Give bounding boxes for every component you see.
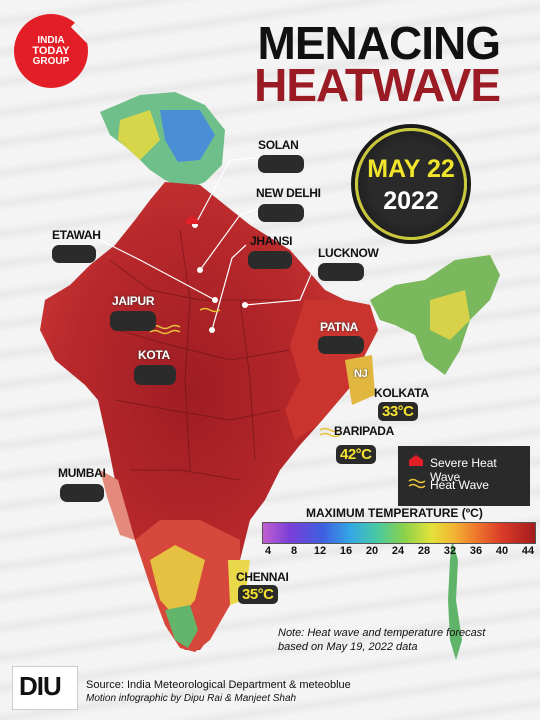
pill-jhansi bbox=[248, 251, 292, 269]
note-line-2: based on May 19, 2022 data bbox=[278, 641, 418, 653]
source-text: Source: India Meteorological Department … bbox=[86, 679, 351, 691]
lucknow-leader bbox=[244, 257, 319, 306]
scale-tick: 8 bbox=[290, 545, 298, 557]
pill-etawah bbox=[52, 245, 96, 263]
temp-baripada: 42°C bbox=[336, 445, 376, 464]
india-today-logo: INDIA TODAY GROUP bbox=[14, 14, 88, 88]
scale-tick: 32 bbox=[443, 545, 457, 557]
footer-source: Source: India Meteorological Department … bbox=[86, 679, 351, 705]
pill-jaipur bbox=[110, 311, 156, 331]
pill-solan bbox=[258, 155, 304, 173]
label-new-delhi: NEW DELHI bbox=[256, 186, 321, 200]
forecast-note: Note: Heat wave and temperature forecast… bbox=[278, 626, 528, 654]
scale-tick: 44 bbox=[521, 545, 535, 557]
label-etawah: ETAWAH bbox=[52, 228, 101, 242]
date-year: 2022 bbox=[383, 187, 439, 215]
heatwave-wave-icon bbox=[408, 478, 426, 489]
north-cool-patch bbox=[160, 110, 215, 162]
severe-heatwave-icon bbox=[409, 455, 423, 466]
map-legend: Severe Heat Wave Heat Wave bbox=[398, 446, 530, 506]
scale-tick: 40 bbox=[495, 545, 509, 557]
logo-line-1: INDIA bbox=[37, 35, 65, 46]
temp-kolkata: 33°C bbox=[378, 402, 418, 421]
scale-ticks: 4 8 12 16 20 24 28 32 36 40 44 bbox=[262, 545, 534, 559]
label-jhansi: JHANSI bbox=[250, 234, 293, 248]
pill-new-delhi bbox=[258, 204, 304, 222]
logo-line-2: TODAY bbox=[32, 45, 70, 57]
temperature-scale-bar bbox=[262, 522, 536, 544]
scale-tick: 4 bbox=[264, 545, 272, 557]
label-jaipur: JAIPUR bbox=[112, 294, 155, 308]
label-solan: SOLAN bbox=[258, 138, 299, 152]
scale-tick: 28 bbox=[417, 545, 431, 557]
pill-mumbai bbox=[60, 484, 104, 502]
label-nj: NJ bbox=[354, 368, 368, 380]
scale-tick: 36 bbox=[469, 545, 483, 557]
scale-tick: 16 bbox=[339, 545, 353, 557]
severe-heatwave-icon bbox=[186, 216, 198, 224]
solan-leader bbox=[194, 157, 257, 226]
pill-kota bbox=[134, 365, 176, 385]
scale-tick: 12 bbox=[313, 545, 327, 557]
northeast-yellow-patch bbox=[430, 290, 470, 340]
pill-lucknow bbox=[318, 263, 364, 281]
north-warm-patch bbox=[118, 110, 160, 160]
south-green-patch bbox=[165, 605, 198, 648]
title-line-2: HEATWAVE bbox=[254, 59, 501, 111]
legend-heat: Heat Wave bbox=[430, 478, 489, 492]
scale-title: MAXIMUM TEMPERATURE (ºC) bbox=[306, 506, 483, 520]
west-coast bbox=[100, 470, 135, 540]
date-day: MAY 22 bbox=[367, 155, 455, 183]
label-chennai: CHENNAI bbox=[236, 570, 289, 584]
east-region bbox=[285, 300, 378, 440]
label-kota: KOTA bbox=[138, 348, 170, 362]
label-patna: PATNA bbox=[320, 320, 359, 334]
south-yellow-patch bbox=[150, 545, 205, 620]
credit-text: Motion infographic by Dipu Rai & Manjeet… bbox=[86, 693, 297, 704]
scale-tick: 20 bbox=[365, 545, 379, 557]
label-lucknow: LUCKNOW bbox=[318, 246, 379, 260]
title-line-1: MENACING bbox=[257, 17, 501, 69]
bengal-coast bbox=[345, 355, 375, 405]
pill-patna bbox=[318, 336, 364, 354]
label-baripada: BARIPADA bbox=[334, 424, 395, 438]
label-mumbai: MUMBAI bbox=[58, 466, 106, 480]
label-kolkata: KOLKATA bbox=[374, 386, 429, 400]
andaman-islands bbox=[448, 540, 462, 660]
scale-tick: 24 bbox=[391, 545, 405, 557]
diu-logo-text: DIU bbox=[19, 671, 62, 701]
etawah-leader bbox=[99, 239, 216, 301]
note-line-1: Note: Heat wave and temperature forecast bbox=[278, 627, 486, 639]
diu-logo: DIU bbox=[12, 666, 78, 710]
date-badge: MAY 22 2022 bbox=[355, 128, 467, 240]
logo-line-3: GROUP bbox=[32, 56, 70, 67]
jhansi-leader bbox=[211, 244, 247, 331]
temp-chennai: 35°C bbox=[238, 585, 278, 604]
legend-severe: Severe Heat Wave bbox=[430, 456, 497, 484]
